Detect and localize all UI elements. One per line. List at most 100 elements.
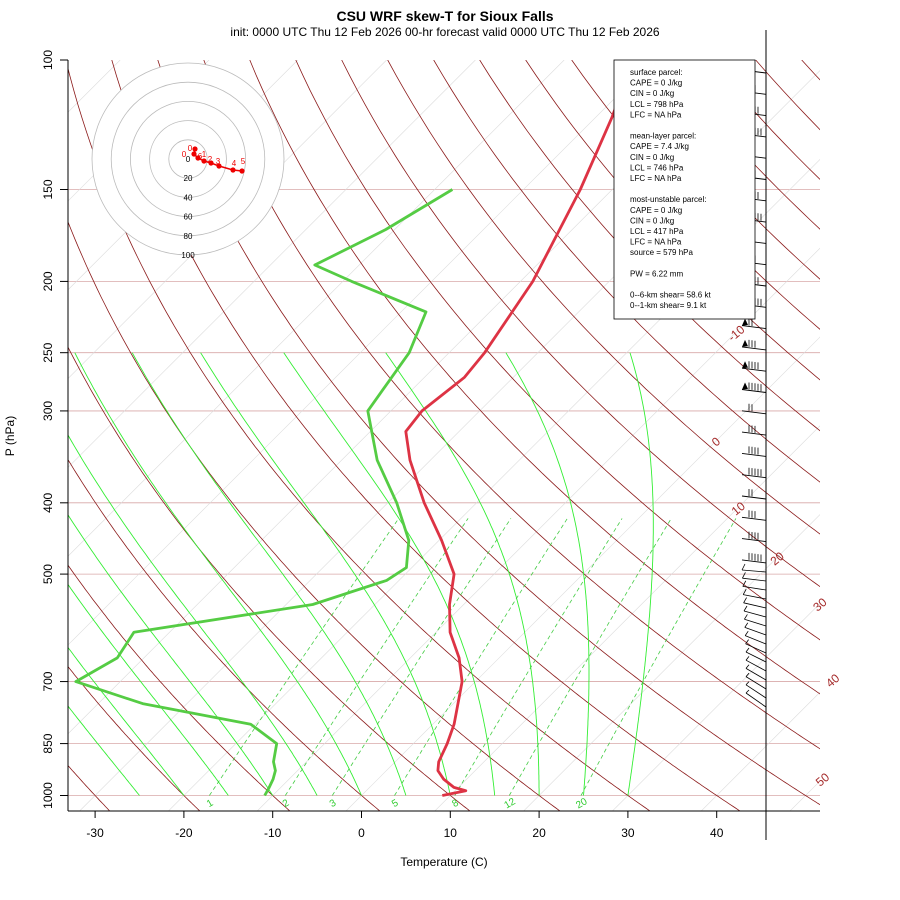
y-tick-label: 400	[41, 492, 55, 512]
wind-barb	[741, 467, 767, 479]
stats-line: mean-layer parcel:	[630, 132, 696, 141]
y-tick-label: 200	[41, 271, 55, 291]
wind-barb	[743, 597, 767, 609]
x-tick-label: -20	[175, 826, 193, 840]
stats-line: CAPE = 0 J/kg	[630, 206, 682, 215]
moist-adiabat	[68, 514, 274, 796]
chart-title: CSU WRF skew-T for Sioux Falls	[336, 8, 553, 24]
hodograph-ring-label: 60	[184, 213, 193, 222]
stats-line: source = 579 hPa	[630, 248, 693, 257]
isotherm-grey	[256, 247, 820, 811]
stats-line: CIN = 0 J/kg	[630, 89, 674, 98]
hodograph-ring	[91, 62, 285, 256]
hodograph-ring-label: 40	[184, 193, 193, 202]
dry-adiabat	[433, 60, 820, 483]
wind-barb	[741, 382, 767, 393]
dry-adiabat	[479, 60, 820, 432]
hodograph-point	[216, 163, 222, 169]
y-tick-label: 250	[41, 342, 55, 362]
dry-adiabat	[848, 60, 900, 811]
hodograph-point-label: 6	[198, 152, 203, 161]
hodograph-ring-label: 100	[181, 251, 195, 260]
wind-barb	[741, 563, 767, 573]
isotherm-grey	[523, 514, 820, 811]
wind-barb	[745, 639, 767, 654]
dry-adiabat	[249, 60, 820, 695]
wind-barb	[741, 510, 767, 521]
moist-adiabat	[68, 583, 229, 796]
moist-adiabat	[68, 434, 318, 796]
mixing-ratio-label: 12	[502, 796, 518, 811]
moist-adiabat	[505, 352, 590, 796]
x-tick-label: -30	[86, 826, 104, 840]
x-axis-label: Temperature (C)	[400, 855, 487, 869]
x-tick-label: 40	[710, 826, 724, 840]
hodograph-center-label: 0	[186, 155, 191, 164]
wind-barb	[742, 589, 767, 600]
stats-line: PW = 6.22 mm	[630, 269, 683, 278]
hodograph-point	[191, 151, 197, 157]
wind-barb	[741, 425, 767, 436]
x-tick-label: 0	[358, 826, 365, 840]
mixing-ratio-label: 3	[328, 797, 339, 810]
dry-adiabat	[68, 66, 651, 811]
wind-barb	[745, 664, 767, 681]
dry-adiabat	[295, 60, 820, 641]
hodograph-ring	[168, 139, 208, 179]
dry-adiabat	[68, 220, 561, 811]
hodograph-point-label: 4	[232, 159, 237, 168]
dry-adiabat	[111, 60, 741, 811]
isotherm-grey	[68, 60, 565, 557]
wind-barb	[743, 605, 767, 618]
wind-barb	[741, 489, 767, 500]
wind-barb	[741, 552, 767, 564]
hodograph-point	[208, 160, 214, 166]
stats-line: 0--6-km shear= 58.6 kt	[630, 291, 711, 300]
stats-line: 0--1-km shear= 9.1 kt	[630, 301, 707, 310]
stats-line: most-unstable parcel:	[630, 195, 706, 204]
wind-barb	[744, 622, 767, 636]
hodograph-point-label: 0	[182, 150, 187, 159]
wind-barb	[741, 361, 767, 372]
hodograph-ring	[149, 120, 227, 198]
dry-adiabat	[157, 60, 820, 806]
mixing-ratio-line	[454, 518, 623, 796]
hodograph-ring-label: 80	[184, 232, 193, 241]
wind-barb	[741, 318, 767, 330]
moist-adiabat	[627, 352, 654, 796]
isotherm-label: 30	[810, 595, 829, 615]
mixing-ratio-line	[284, 518, 469, 796]
y-tick-label: 500	[41, 564, 55, 584]
hodograph-point-label: 1	[202, 150, 207, 159]
moist-adiabat	[200, 352, 451, 796]
hodograph-ring	[110, 81, 266, 237]
wind-barb	[745, 656, 767, 672]
hodograph-ring	[129, 101, 246, 217]
wind-barb	[745, 672, 767, 690]
stats-line: CIN = 0 J/kg	[630, 216, 674, 225]
wind-barb	[744, 614, 767, 627]
y-tick-label: 100	[41, 50, 55, 70]
stats-line: CAPE = 7.4 J/kg	[630, 142, 689, 151]
moist-adiabat	[131, 352, 407, 796]
wind-barb	[742, 580, 767, 591]
y-tick-label: 1000	[41, 782, 55, 809]
dry-adiabat	[801, 60, 820, 81]
isotherm-grey	[612, 602, 820, 811]
wind-barb	[741, 339, 767, 351]
stats-line: LCL = 746 hPa	[630, 163, 684, 172]
wind-barb	[744, 630, 767, 645]
stats-line: LFC = NA hPa	[630, 238, 682, 247]
hodograph-point	[239, 168, 245, 174]
wind-barb	[745, 689, 767, 708]
dry-adiabat	[203, 60, 820, 750]
moist-adiabat	[74, 352, 362, 796]
dry-adiabat	[525, 60, 820, 381]
hodograph-point	[230, 167, 236, 173]
hodograph-ring-label: 20	[184, 174, 193, 183]
dry-adiabat	[341, 60, 820, 588]
mixing-ratio-label: 1	[205, 797, 216, 810]
x-tick-label: 10	[444, 826, 458, 840]
y-tick-label: 150	[41, 179, 55, 199]
mixing-ratio-labels: 1 2 3 5 8 12 20	[205, 796, 590, 811]
